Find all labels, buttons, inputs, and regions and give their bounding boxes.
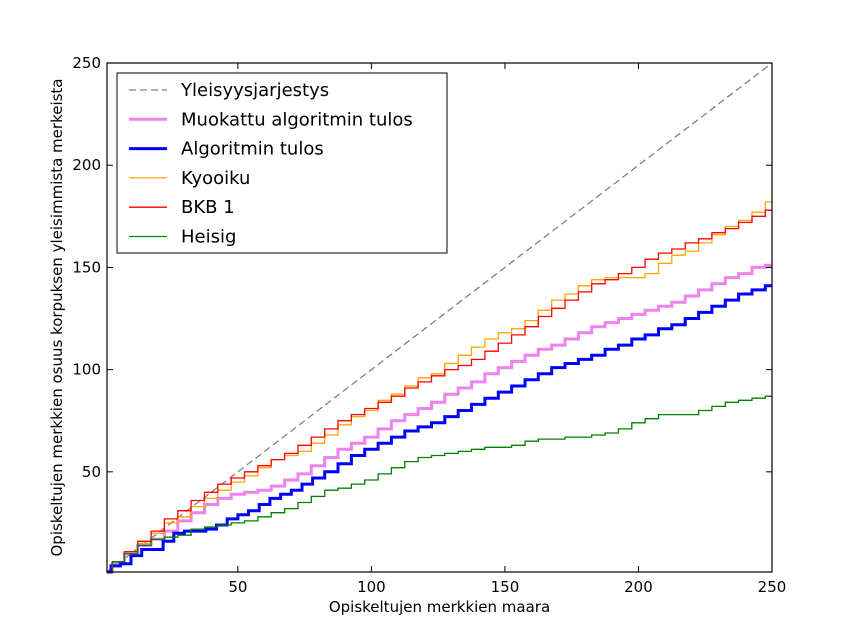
x-tick-label: 50	[228, 578, 247, 596]
legend-label-2: Algoritmin tulos	[181, 139, 324, 160]
legend-box	[116, 72, 448, 254]
x-tick-label: 150	[491, 578, 520, 596]
y-tick-label: 250	[72, 54, 101, 72]
x-tick-label: 200	[624, 578, 653, 596]
x-tick-label: 250	[758, 578, 787, 596]
legend-label-1: Muokattu algoritmin tulos	[181, 109, 413, 130]
y-tick-label: 200	[72, 156, 101, 174]
series-line-4	[107, 209, 772, 573]
legend-label-0: Yleisyysjarjestys	[180, 80, 329, 101]
series-line-5	[107, 395, 772, 573]
y-tick-label: 150	[72, 258, 101, 276]
x-tick-label: 100	[357, 578, 386, 596]
series-line-1	[107, 263, 772, 574]
legend-label-5: Heisig	[181, 227, 236, 248]
plot-frame	[106, 62, 773, 573]
y-axis-label: Opiskeltujen merkkien osuus korpuksen yl…	[48, 78, 66, 556]
legend-label-3: Kyooiku	[181, 168, 250, 189]
ticks-layer: 50 100 150 200 250 50 100 150 200 250	[72, 54, 786, 596]
series-line-2	[107, 284, 772, 574]
x-axis-label: Opiskeltujen merkkien maara	[329, 598, 550, 616]
legend: Yleisyysjarjestys Muokattu algoritmin tul…	[116, 72, 448, 254]
legend-label-4: BKB 1	[181, 197, 235, 218]
series-layer	[106, 62, 773, 574]
series-line-0	[106, 62, 773, 573]
y-tick-label: 50	[82, 463, 101, 481]
series-line-3	[107, 201, 772, 573]
y-tick-label: 100	[72, 361, 101, 379]
